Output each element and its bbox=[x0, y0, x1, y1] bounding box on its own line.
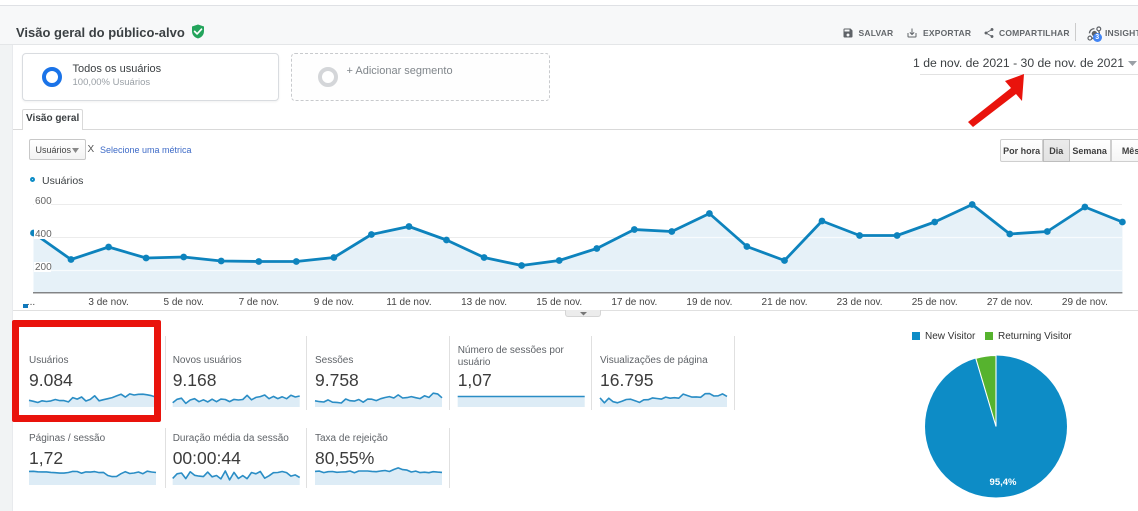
svg-text:3 de nov.: 3 de nov. bbox=[88, 297, 128, 308]
svg-text:200: 200 bbox=[35, 262, 52, 273]
svg-text:600: 600 bbox=[35, 196, 52, 207]
svg-text:95,4%: 95,4% bbox=[990, 477, 1017, 488]
svg-text:5 de nov.: 5 de nov. bbox=[163, 297, 203, 308]
svg-text:15 de nov.: 15 de nov. bbox=[536, 297, 582, 308]
svg-text:19 de nov.: 19 de nov. bbox=[686, 297, 732, 308]
svg-text:11 de nov.: 11 de nov. bbox=[386, 297, 431, 308]
svg-text:9 de nov.: 9 de nov. bbox=[314, 297, 354, 308]
svg-text:7 de nov.: 7 de nov. bbox=[239, 297, 279, 308]
svg-text:27 de nov.: 27 de nov. bbox=[987, 297, 1033, 308]
svg-text:400: 400 bbox=[35, 229, 52, 240]
svg-text:21 de nov.: 21 de nov. bbox=[762, 297, 808, 308]
svg-text:25 de nov.: 25 de nov. bbox=[912, 297, 958, 308]
svg-text:29 de nov.: 29 de nov. bbox=[1062, 297, 1108, 308]
svg-text:23 de nov.: 23 de nov. bbox=[837, 297, 883, 308]
svg-text:13 de nov.: 13 de nov. bbox=[461, 297, 507, 308]
svg-text:17 de nov.: 17 de nov. bbox=[611, 297, 657, 308]
svg-text:...: ... bbox=[27, 297, 35, 308]
